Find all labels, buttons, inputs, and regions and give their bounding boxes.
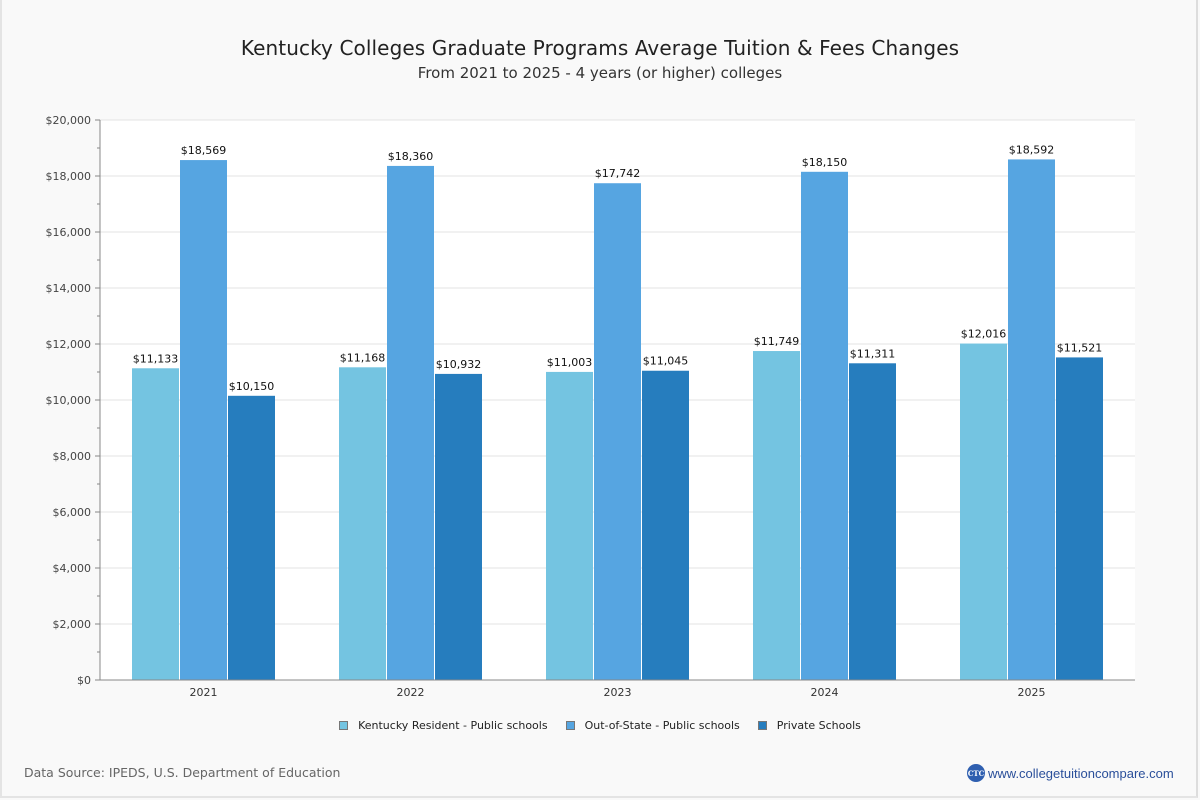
bar (1008, 159, 1055, 680)
bar (1056, 357, 1103, 680)
data-label: $11,045 (643, 355, 689, 368)
bar (132, 368, 179, 680)
y-tick-label: $12,000 (46, 338, 92, 351)
y-tick-label: $10,000 (46, 394, 92, 407)
bars (132, 159, 1103, 681)
x-tick-label: 2021 (190, 686, 218, 699)
bar (960, 343, 1007, 680)
legend-item-out-of-state[interactable]: Out-of-State - Public schools (565, 719, 740, 732)
bar (180, 160, 227, 680)
y-tick-label: $16,000 (46, 226, 92, 239)
bar (546, 371, 593, 680)
legend-item-resident[interactable]: Kentucky Resident - Public schools (339, 719, 548, 732)
legend: Kentucky Resident - Public schools Out-o… (0, 719, 1200, 732)
data-label: $11,133 (133, 352, 179, 365)
bar (849, 363, 896, 680)
data-label: $11,168 (340, 351, 386, 364)
legend-label: Kentucky Resident - Public schools (358, 719, 548, 732)
data-label: $10,932 (436, 358, 482, 371)
y-axis: $0 $2,000 $4,000 $6,000 $8,000 $10,000 $12,000… (46, 114, 101, 687)
y-tick-label: $6,000 (53, 506, 92, 519)
y-tick-label: $14,000 (46, 282, 92, 295)
bar (594, 183, 641, 680)
data-label: $17,742 (595, 167, 641, 180)
bar (435, 373, 482, 680)
y-tick-label: $20,000 (46, 114, 92, 127)
data-label: $18,360 (388, 150, 434, 163)
data-label: $10,150 (229, 380, 275, 393)
legend-swatch-resident (339, 721, 349, 730)
data-label: $18,569 (181, 144, 227, 157)
x-axis: 2021 2022 2023 2024 2025 (100, 679, 1135, 699)
bar (801, 171, 848, 681)
bar (387, 165, 434, 681)
ctc-logo-icon: CTC (967, 764, 985, 782)
data-labels: $11,133 $18,569 $10,150 $11,168 $18,360 $10,9… (133, 143, 1103, 392)
legend-item-private[interactable]: Private Schools (757, 719, 861, 732)
y-tick-label: $4,000 (53, 562, 92, 575)
brand-url[interactable]: www.collegetuitioncompare.com (988, 765, 1174, 781)
y-tick-label: $0 (77, 674, 91, 687)
bar (753, 351, 800, 680)
bar (228, 395, 275, 680)
data-label: $11,003 (547, 356, 593, 369)
y-tick-label: $8,000 (53, 450, 92, 463)
x-tick-label: 2025 (1018, 686, 1046, 699)
bar (339, 367, 386, 680)
y-tick-label: $2,000 (53, 618, 92, 631)
data-source: Data Source: IPEDS, U.S. Department of E… (24, 765, 341, 780)
data-label: $18,150 (802, 156, 848, 169)
y-tick-label: $18,000 (46, 170, 92, 183)
data-label: $11,521 (1057, 341, 1103, 354)
x-tick-label: 2024 (811, 686, 839, 699)
legend-label: Private Schools (776, 719, 861, 732)
legend-swatch-out-of-state (565, 721, 575, 730)
data-label: $12,016 (961, 328, 1007, 341)
x-tick-label: 2022 (397, 686, 425, 699)
bar (642, 370, 689, 680)
data-label: $11,311 (850, 347, 896, 360)
chart-title: Kentucky Colleges Graduate Programs Aver… (240, 36, 960, 60)
x-tick-label: 2023 (604, 686, 632, 699)
data-label: $18,592 (1009, 143, 1055, 156)
data-label: $11,749 (754, 335, 800, 348)
brand-link[interactable]: CTC www.collegetuitioncompare.com (967, 764, 1174, 782)
legend-label: Out-of-State - Public schools (584, 719, 740, 732)
legend-swatch-private (757, 721, 767, 730)
chart-subtitle: From 2021 to 2025 - 4 years (or higher) … (417, 64, 783, 82)
